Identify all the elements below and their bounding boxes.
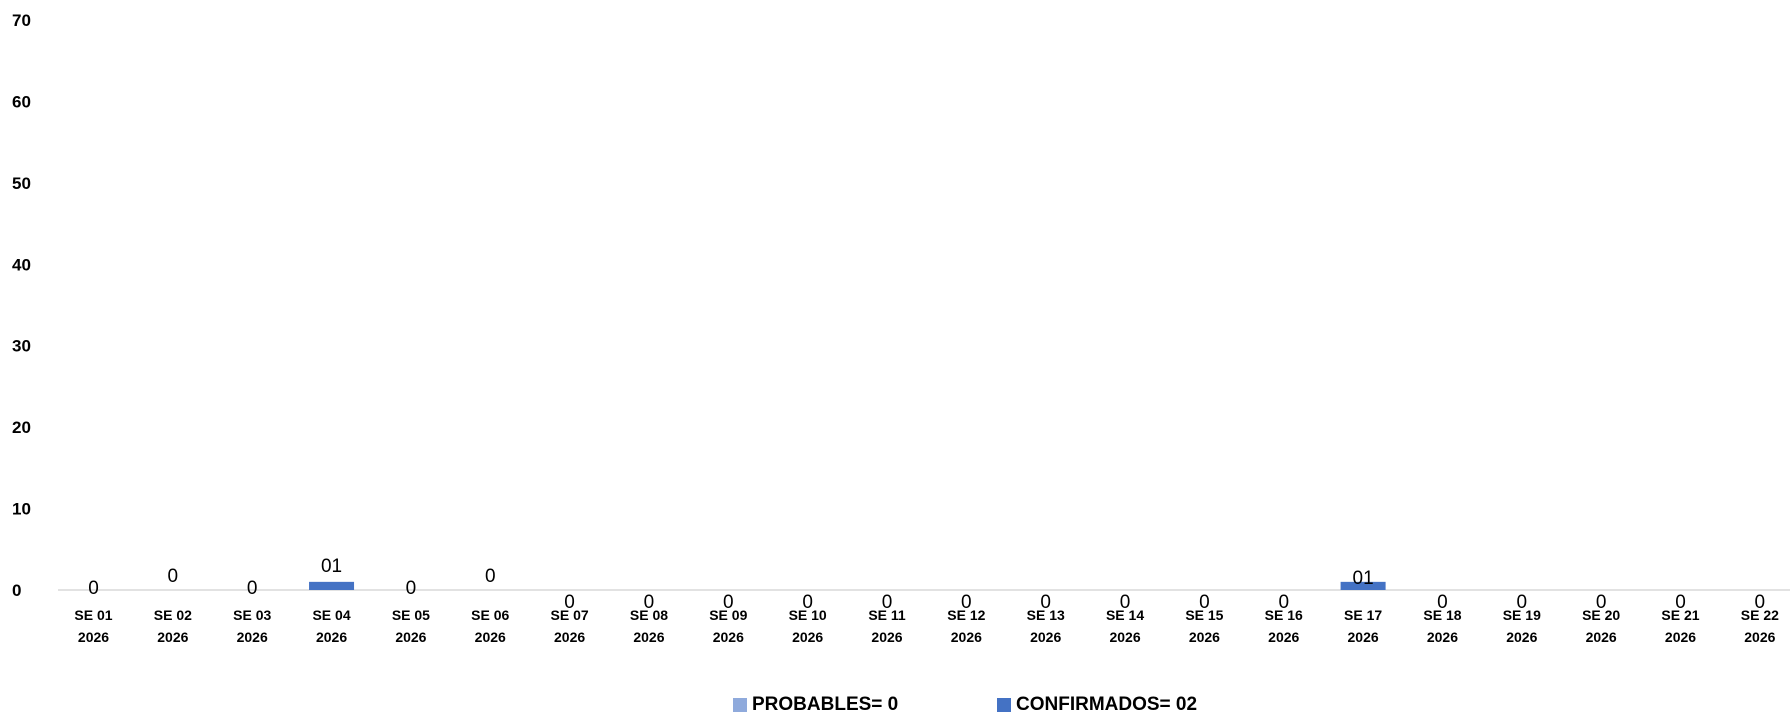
y-tick-label: 50: [12, 174, 31, 193]
data-label: 0: [1120, 592, 1131, 613]
data-label: 0: [1596, 592, 1607, 613]
x-tick-label: SE 01 2026: [74, 607, 112, 645]
x-tick-label: SE 15 2026: [1185, 607, 1223, 645]
data-label: 0: [88, 578, 99, 599]
data-labels: 0 0 0 0 0 01 0 0 0 0 0 0 0 0 0 0 01 0 0 0 0 0: [88, 556, 1765, 613]
bar-confirmados: [1340, 581, 1386, 590]
x-tick-label: SE 04 2026: [312, 607, 350, 645]
data-label: 01: [321, 556, 342, 577]
data-label: 0: [882, 592, 893, 613]
y-tick-label: 20: [12, 418, 31, 437]
x-tick-label: SE 16 2026: [1265, 607, 1303, 645]
y-tick-label: 60: [12, 92, 31, 111]
x-tick-label: SE 12 2026: [947, 607, 985, 645]
data-label: 0: [802, 592, 813, 613]
data-label: 0: [1755, 592, 1766, 613]
legend-swatch-probables: [733, 698, 747, 712]
x-tick-label: SE 13 2026: [1027, 607, 1065, 645]
data-label: 0: [961, 592, 972, 613]
x-tick-label: SE 14 2026: [1106, 607, 1144, 645]
x-tick-label: SE 20 2026: [1582, 607, 1620, 645]
bar-confirmados: [309, 581, 355, 590]
x-tick-label: SE 18 2026: [1423, 607, 1461, 645]
data-label: 0: [1517, 592, 1528, 613]
legend-item-confirmados: CONFIRMADOS= 02: [997, 694, 1197, 716]
legend-label-probables: PROBABLES= 0: [752, 694, 899, 715]
bars: [309, 581, 1386, 590]
x-tick-label: SE 17 2026: [1344, 607, 1382, 645]
x-tick-label: SE 02 2026: [154, 607, 192, 645]
data-label: 0: [1278, 592, 1289, 613]
legend: PROBABLES= 0 CONFIRMADOS= 02: [0, 694, 1790, 720]
data-label: 0: [168, 566, 179, 587]
x-axis: SE 01 2026 SE 02 2026 SE 03 2026 SE 04 2026 SE 0…: [74, 607, 1779, 645]
data-label: 0: [723, 592, 734, 613]
x-tick-label: SE 09 2026: [709, 607, 747, 645]
x-tick-label: SE 21 2026: [1661, 607, 1699, 645]
data-label: 0: [485, 566, 496, 587]
legend-item-probables: PROBABLES= 0: [733, 694, 898, 716]
data-label: 0: [247, 578, 258, 599]
x-tick-label: SE 03 2026: [233, 607, 271, 645]
y-tick-label: 40: [12, 255, 31, 274]
legend-label-confirmados: CONFIRMADOS= 02: [1016, 694, 1198, 715]
data-label: 0: [564, 592, 575, 613]
x-tick-label: SE 19 2026: [1503, 607, 1541, 645]
y-tick-label: 70: [12, 11, 31, 30]
y-axis: 0 10 20 30 40 50 60 70: [12, 11, 31, 600]
data-label: 0: [406, 578, 417, 599]
x-tick-label: SE 11 2026: [868, 607, 906, 645]
y-tick-label: 0: [12, 581, 21, 600]
legend-swatch-confirmados: [997, 698, 1011, 712]
data-label: 0: [1040, 592, 1051, 613]
x-tick-label: SE 08 2026: [630, 607, 668, 645]
data-label: 0: [1675, 592, 1686, 613]
x-tick-label: SE 06 2026: [471, 607, 509, 645]
data-label: 0: [1437, 592, 1448, 613]
x-tick-label: SE 07 2026: [551, 607, 589, 645]
data-label: 01: [1353, 568, 1374, 589]
data-label: 0: [1199, 592, 1210, 613]
x-tick-label: SE 05 2026: [392, 607, 430, 645]
x-tick-label: SE 10 2026: [789, 607, 827, 645]
x-tick-label: SE 22 2026: [1741, 607, 1779, 645]
data-label: 0: [644, 592, 655, 613]
y-tick-label: 30: [12, 337, 31, 356]
y-tick-label: 10: [12, 500, 31, 519]
